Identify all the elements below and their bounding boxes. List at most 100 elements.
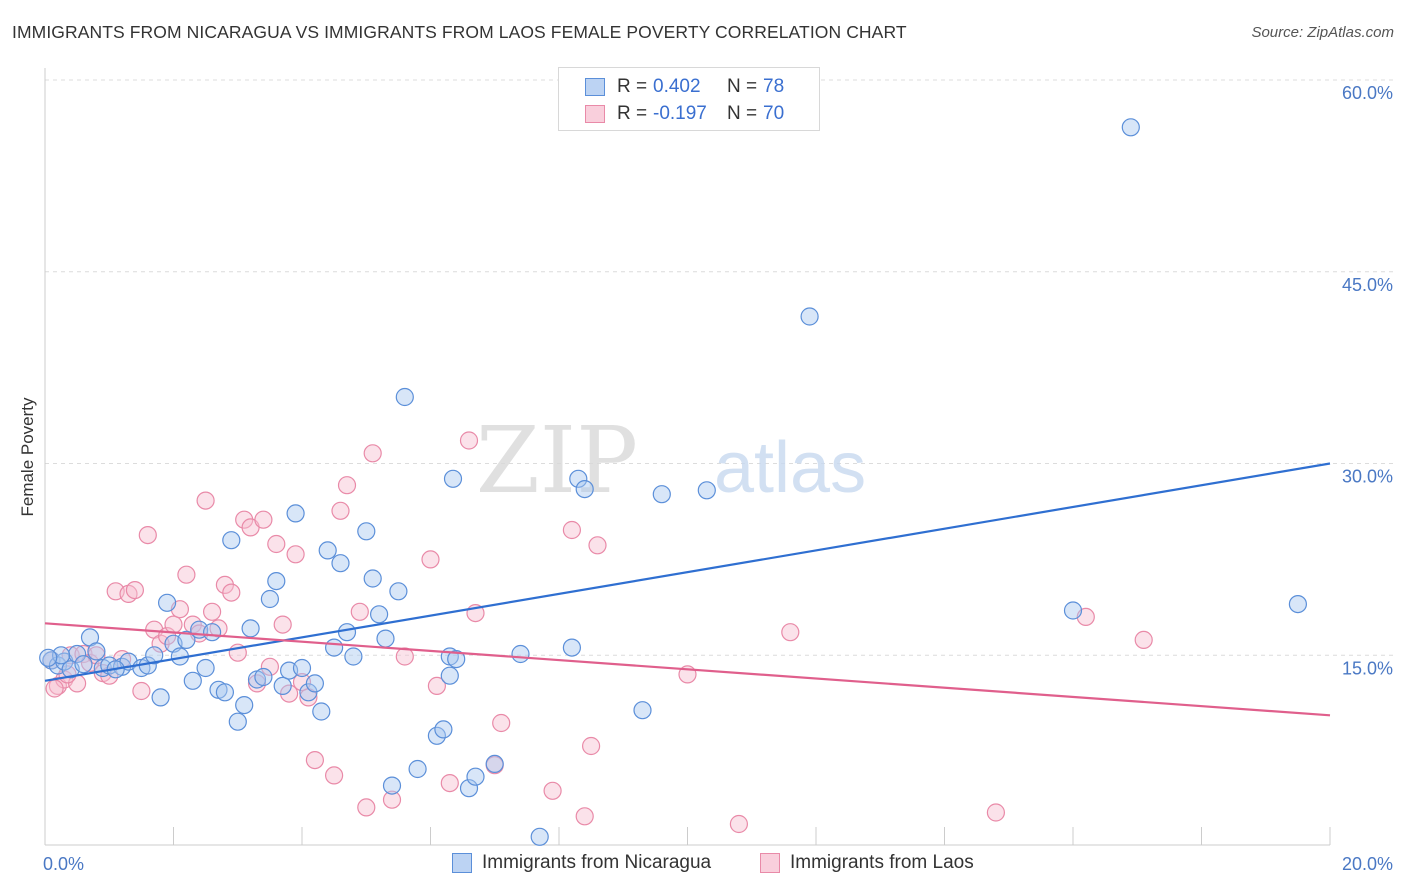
- series-nicaragua-points: [39, 118, 1308, 846]
- data-point-nicaragua: [331, 554, 350, 573]
- data-point-laos: [267, 534, 286, 554]
- data-point-nicaragua: [151, 688, 170, 707]
- data-point-laos: [729, 814, 749, 834]
- data-point-laos: [222, 583, 241, 602]
- data-point-laos: [543, 781, 562, 800]
- legend-row-laos: R = -0.197 N = 70: [585, 102, 784, 126]
- data-point-nicaragua: [459, 779, 479, 798]
- data-point-nicaragua: [158, 593, 177, 612]
- legend-label-nicaragua: Immigrants from Nicaragua: [482, 852, 712, 873]
- data-point-laos: [305, 750, 324, 770]
- data-point-nicaragua: [511, 644, 530, 664]
- data-point-nicaragua: [87, 642, 106, 661]
- legend-r-label: R =: [617, 103, 648, 124]
- data-point-nicaragua: [203, 623, 222, 642]
- data-point-nicaragua: [241, 619, 260, 638]
- data-point-laos: [292, 672, 312, 692]
- data-point-nicaragua: [183, 671, 202, 690]
- data-point-nicaragua: [408, 759, 427, 779]
- data-point-nicaragua: [145, 646, 164, 665]
- data-point-laos: [350, 602, 369, 621]
- y-tick-label: 30.0%: [1342, 467, 1393, 487]
- legend-n-label: N =: [727, 103, 758, 124]
- data-point-nicaragua: [235, 695, 254, 715]
- y-tick-label: 15.0%: [1342, 658, 1393, 678]
- data-point-nicaragua: [67, 644, 87, 664]
- data-point-laos: [196, 491, 215, 510]
- data-point-nicaragua: [485, 754, 504, 774]
- chart-source: Source: ZipAtlas.com: [1251, 24, 1394, 41]
- data-point-laos: [459, 431, 479, 450]
- x-tick-label: 0.0%: [43, 854, 84, 874]
- data-point-nicaragua: [344, 647, 363, 666]
- data-point-nicaragua: [575, 480, 594, 499]
- data-point-nicaragua: [1121, 118, 1140, 137]
- data-point-nicaragua: [1288, 594, 1308, 614]
- data-point-laos: [132, 681, 151, 701]
- chart-title: IMMIGRANTS FROM NICARAGUA VS IMMIGRANTS …: [12, 22, 907, 42]
- data-point-laos: [357, 798, 376, 817]
- data-point-nicaragua: [286, 504, 305, 523]
- legend-n-value: 78: [763, 76, 785, 97]
- data-point-nicaragua: [363, 569, 382, 588]
- data-point-laos: [177, 565, 196, 584]
- data-point-nicaragua: [312, 702, 331, 721]
- legend-item-laos: Immigrants from Laos: [760, 852, 974, 874]
- data-point-nicaragua: [337, 623, 357, 642]
- data-point-nicaragua: [427, 726, 446, 745]
- data-point-laos: [421, 550, 440, 569]
- data-point-laos: [260, 657, 279, 676]
- data-point-laos: [575, 807, 594, 826]
- data-point-nicaragua: [434, 720, 453, 739]
- correlation-legend: R = 0.402 N = 78 R = -0.197 N = 70: [558, 67, 820, 131]
- y-tick-label: 60.0%: [1342, 83, 1393, 103]
- data-point-nicaragua: [260, 589, 279, 609]
- data-point-nicaragua: [1063, 601, 1083, 620]
- legend-n-value: 70: [763, 103, 785, 124]
- data-point-laos: [581, 736, 601, 756]
- trend-line-laos: [44, 622, 1331, 717]
- legend-swatch-nicaragua: [452, 853, 472, 873]
- series-legend: Immigrants from Nicaragua Immigrants fro…: [0, 852, 1406, 878]
- data-point-nicaragua: [267, 571, 286, 591]
- data-point-nicaragua: [530, 827, 549, 846]
- data-point-nicaragua: [443, 469, 463, 488]
- data-point-laos: [781, 623, 800, 642]
- data-point-nicaragua: [633, 701, 652, 720]
- legend-swatch-laos: [585, 105, 605, 123]
- data-point-laos: [273, 615, 292, 634]
- data-point-nicaragua: [292, 658, 312, 678]
- data-point-nicaragua: [382, 776, 402, 795]
- data-point-nicaragua: [222, 531, 241, 550]
- data-point-nicaragua: [215, 683, 234, 702]
- data-point-laos: [427, 676, 446, 696]
- data-point-laos: [492, 713, 511, 733]
- trend-line-nicaragua: [44, 462, 1331, 682]
- data-point-laos: [125, 580, 144, 600]
- data-point-laos: [562, 520, 582, 540]
- data-point-nicaragua: [376, 629, 395, 648]
- data-point-nicaragua: [228, 712, 247, 731]
- tick-labels: 15.0% 30.0% 45.0% 60.0% 0.0% 20.0%: [43, 83, 1393, 874]
- data-point-nicaragua: [562, 638, 582, 657]
- legend-r-value: -0.197: [653, 103, 707, 124]
- data-point-laos: [151, 634, 170, 653]
- data-point-nicaragua: [697, 481, 716, 500]
- data-point-laos: [286, 545, 305, 564]
- data-point-laos: [337, 476, 357, 495]
- data-point-nicaragua: [39, 648, 58, 667]
- data-point-laos: [986, 803, 1006, 822]
- data-point-laos: [1134, 630, 1153, 650]
- data-point-nicaragua: [466, 767, 485, 786]
- data-point-laos: [588, 536, 607, 555]
- data-point-nicaragua: [440, 666, 459, 685]
- data-point-laos: [138, 525, 157, 545]
- data-point-nicaragua: [800, 307, 819, 326]
- axes: [44, 68, 1331, 846]
- data-point-nicaragua: [569, 469, 588, 488]
- data-point-nicaragua: [325, 638, 344, 657]
- legend-r-value: 0.402: [653, 76, 701, 97]
- data-point-laos: [440, 773, 459, 793]
- legend-r-label: R =: [617, 76, 648, 97]
